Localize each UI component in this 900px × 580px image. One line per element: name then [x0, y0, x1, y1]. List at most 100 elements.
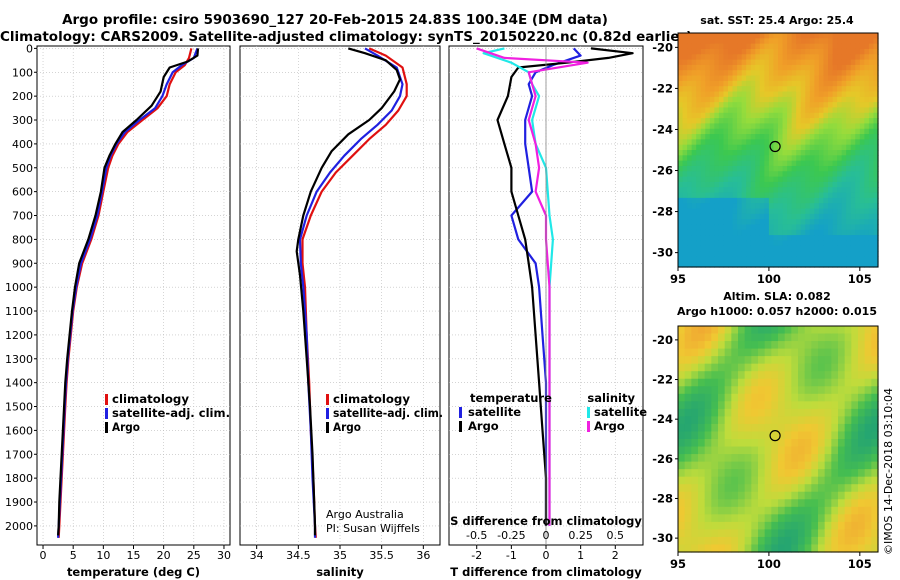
map-cell — [796, 139, 802, 146]
map-cell — [764, 341, 772, 350]
map-cell — [873, 139, 879, 146]
map-cell — [687, 229, 693, 236]
map-y-tick-label: -30 — [652, 531, 673, 545]
map-cell — [800, 150, 806, 156]
map-cell — [791, 240, 797, 247]
map-cell — [823, 224, 829, 231]
map-cell — [823, 91, 829, 98]
map-cell — [709, 102, 715, 109]
map-cell — [732, 261, 738, 268]
map-cell — [684, 386, 692, 395]
map-cell — [696, 134, 702, 140]
map-cell — [818, 150, 825, 156]
map-cell — [764, 333, 772, 342]
map-cell — [750, 91, 756, 98]
map-cell — [782, 80, 788, 87]
map-cell — [855, 139, 861, 146]
map-cell — [791, 378, 799, 387]
map-cell — [764, 491, 772, 500]
map-cell — [832, 75, 838, 82]
map-cell — [838, 544, 846, 553]
map-cell — [855, 48, 861, 55]
map-cell — [873, 70, 879, 77]
map-cell — [718, 197, 725, 204]
map-cell — [818, 469, 826, 478]
map-cell — [800, 245, 806, 252]
map-cell — [831, 521, 839, 530]
map-cell — [724, 499, 732, 508]
map-cell — [724, 454, 732, 463]
map-cell — [714, 80, 720, 87]
map-cell — [837, 128, 843, 135]
map-cell — [709, 139, 715, 146]
map-cell — [687, 54, 693, 61]
map-cell — [814, 64, 820, 71]
map-cell — [841, 155, 847, 162]
map-cell — [838, 431, 846, 440]
map-cell — [718, 86, 725, 93]
map-cell — [768, 38, 775, 45]
map-cell — [773, 54, 779, 61]
map-cell — [824, 439, 832, 448]
map-cell — [841, 48, 847, 55]
map-cell — [798, 439, 806, 448]
map-cell — [724, 356, 732, 365]
map-cell — [800, 229, 806, 236]
map-cell — [824, 476, 832, 485]
map-cell — [858, 491, 866, 500]
map-cell — [705, 235, 711, 242]
map-cell — [744, 439, 752, 448]
map-cell — [796, 245, 802, 252]
map-cell — [678, 96, 684, 103]
map-cell — [750, 155, 756, 162]
map-cell — [841, 251, 847, 257]
map-cell — [846, 118, 852, 125]
map-cell — [851, 454, 859, 463]
map-cell — [805, 197, 811, 204]
map-cell — [844, 393, 852, 402]
map-cell — [718, 96, 725, 103]
map-cell — [714, 33, 720, 39]
map-cell — [873, 86, 879, 93]
map-cell — [864, 401, 872, 410]
map-cell — [755, 208, 761, 215]
map-cell — [831, 371, 839, 380]
map-cell — [744, 446, 752, 455]
map-cell — [744, 416, 752, 425]
map-cell — [718, 38, 725, 45]
map-cell — [855, 160, 861, 167]
map-cell — [778, 416, 786, 425]
map-cell — [814, 48, 820, 55]
map-cell — [871, 416, 879, 425]
map-cell — [691, 59, 697, 66]
map-cell — [824, 371, 832, 380]
map-cell — [751, 499, 759, 508]
map-cell — [814, 96, 820, 103]
map-cell — [750, 150, 756, 156]
map-cell — [691, 144, 697, 151]
map-cell — [723, 176, 729, 183]
map-cell — [791, 181, 797, 188]
map-cell — [844, 341, 852, 350]
map-cell — [684, 326, 692, 335]
map-cell — [784, 484, 792, 493]
map-cell — [868, 139, 875, 146]
map-cell — [684, 371, 692, 380]
map-cell — [791, 386, 799, 395]
map-cell — [731, 491, 739, 500]
map-cell — [768, 208, 775, 215]
map-cell — [705, 150, 711, 156]
map-cell — [737, 235, 743, 242]
map-cell — [844, 506, 852, 515]
map-cell — [737, 144, 743, 151]
map-cell — [823, 176, 829, 183]
map-cell — [855, 197, 861, 204]
map-cell — [859, 160, 865, 167]
map-cell — [738, 326, 746, 335]
map-cell — [709, 80, 715, 87]
map-cell — [751, 431, 759, 440]
map-cell — [737, 245, 743, 252]
map-cell — [723, 251, 729, 257]
map-cell — [864, 363, 872, 372]
map-cell — [782, 48, 788, 55]
